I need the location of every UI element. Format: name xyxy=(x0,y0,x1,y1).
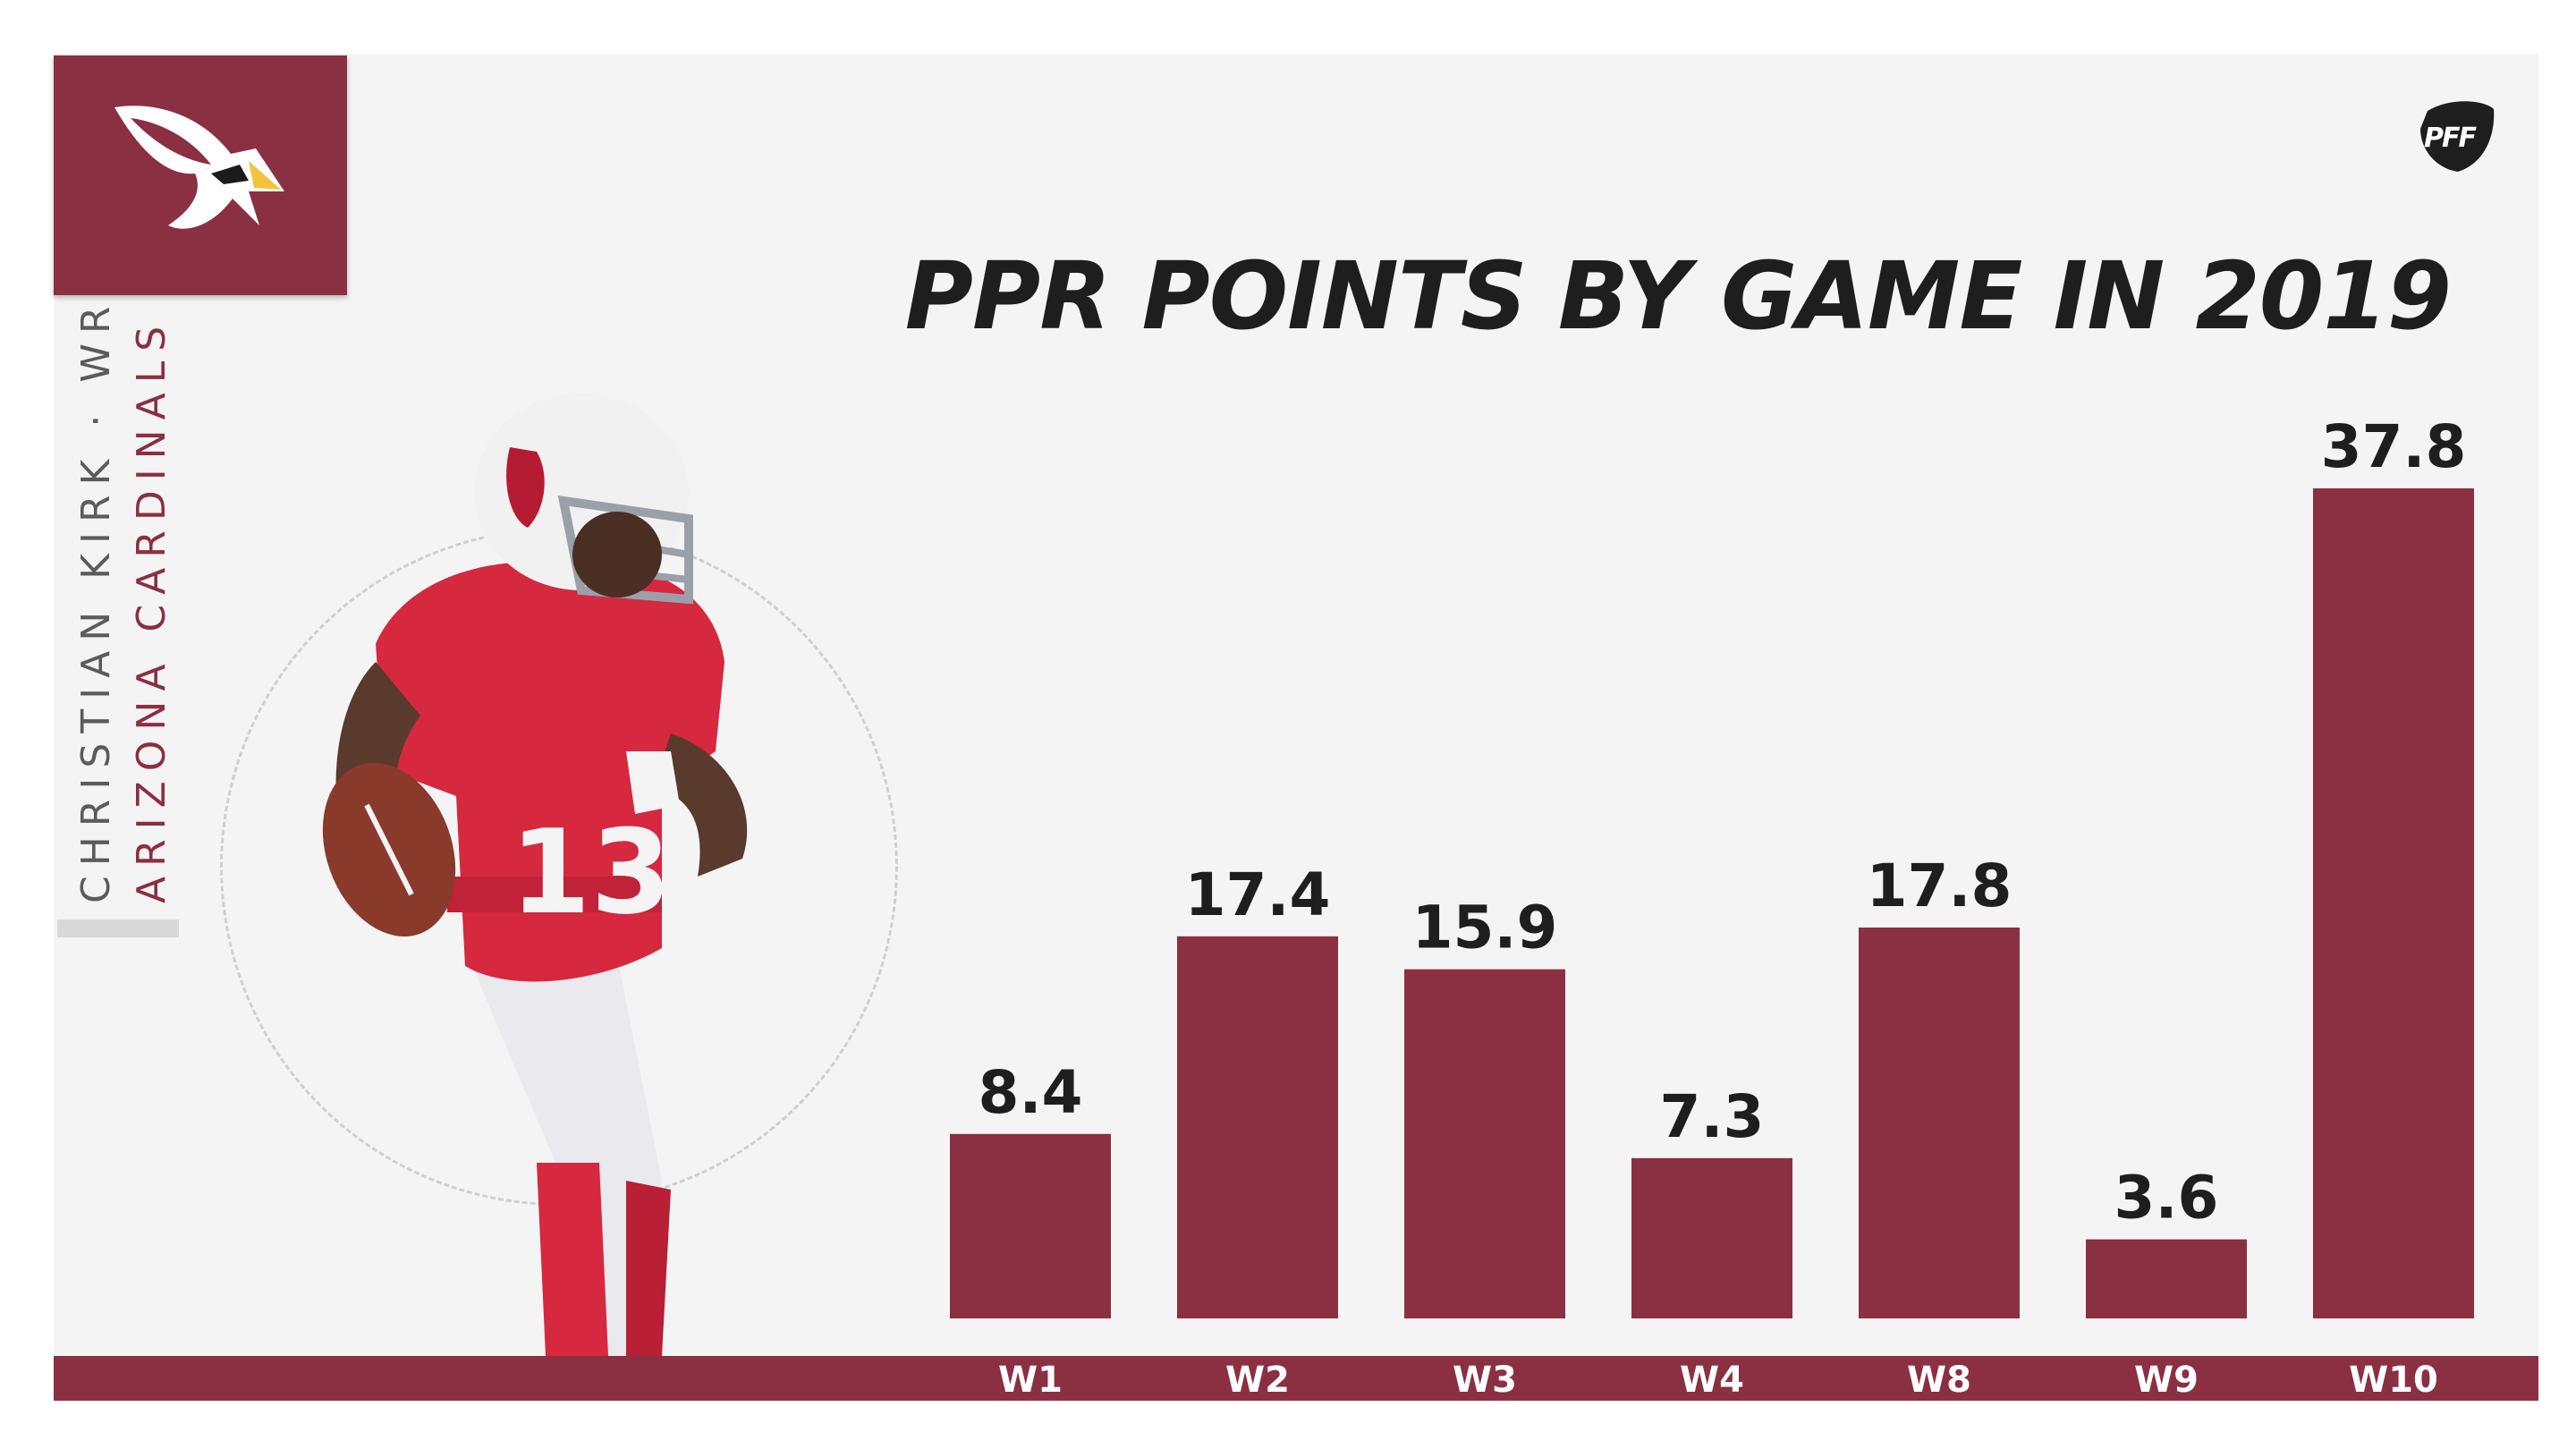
category-axis-bar xyxy=(54,1356,2538,1401)
side-divider xyxy=(57,919,179,937)
category-label-w3: W3 xyxy=(1453,1360,1517,1401)
team-logo-badge xyxy=(54,55,347,295)
category-label-w8: W8 xyxy=(1907,1360,1971,1401)
jersey-number: 13 xyxy=(510,804,672,940)
bar-w2 xyxy=(1177,936,1338,1318)
category-label-w10: W10 xyxy=(2349,1360,2438,1401)
bar-w10 xyxy=(2313,488,2474,1318)
bar-w1 xyxy=(950,1133,1111,1318)
value-label-w4: 7.3 xyxy=(1660,1082,1765,1151)
category-label-w4: W4 xyxy=(1680,1360,1744,1401)
category-label-w2: W2 xyxy=(1225,1360,1290,1401)
value-label-w10: 37.8 xyxy=(2321,412,2467,481)
value-label-w3: 15.9 xyxy=(1412,894,1558,962)
bar-w3 xyxy=(1404,969,1565,1318)
value-label-w1: 8.4 xyxy=(979,1058,1083,1127)
bar-w9 xyxy=(2086,1239,2247,1318)
bar-w8 xyxy=(1859,928,2020,1318)
player-photo: 13 xyxy=(322,394,748,1356)
value-label-w2: 17.4 xyxy=(1185,860,1331,929)
category-label-w1: W1 xyxy=(998,1360,1063,1401)
pff-logo: PFF xyxy=(2420,101,2495,172)
category-label-w9: W9 xyxy=(2134,1360,2199,1401)
value-label-w9: 3.6 xyxy=(2114,1164,2219,1233)
cardinal-head-icon xyxy=(114,106,284,229)
chart-title: PPR POINTS BY GAME IN 2019 xyxy=(904,242,2452,351)
pff-logo-text: PFF xyxy=(2424,123,2477,154)
value-label-w8: 17.8 xyxy=(1867,852,2012,920)
bar-w4 xyxy=(1631,1157,1792,1318)
